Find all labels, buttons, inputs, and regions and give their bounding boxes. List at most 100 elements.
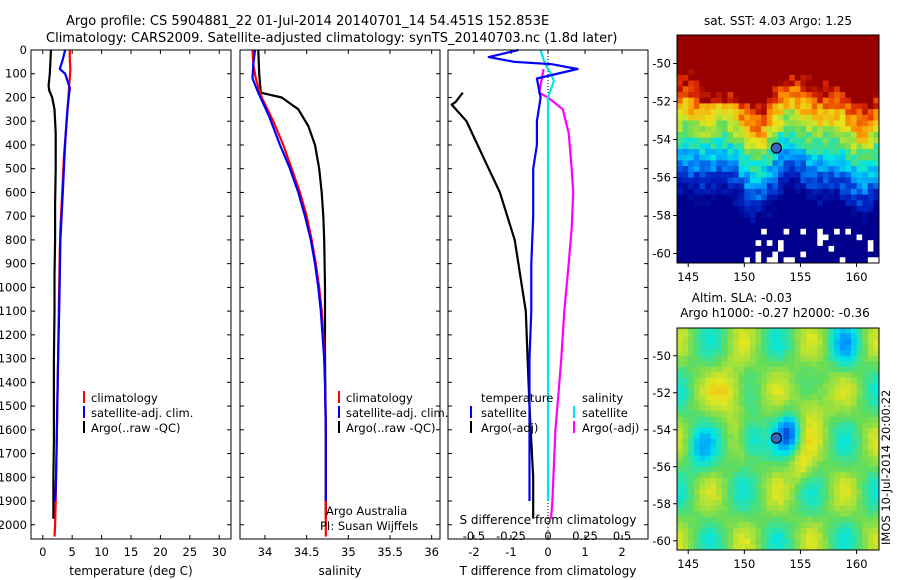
heatmap-cell: [766, 466, 773, 473]
heatmap-cell: [794, 143, 802, 150]
heatmap-cell: [705, 103, 712, 110]
heatmap-cell: [766, 483, 773, 490]
heatmap-cell: [677, 444, 684, 451]
heatmap-cell: [699, 350, 706, 357]
heatmap-cell: [834, 217, 841, 224]
heatmap-cell: [682, 488, 689, 496]
heatmap-cell: [806, 394, 813, 401]
heatmap-cell: [766, 234, 773, 241]
heatmap-cell: [772, 477, 779, 484]
heatmap-cell: [862, 171, 869, 179]
heatmap-cell: [710, 400, 717, 407]
heatmap-cell: [693, 422, 701, 429]
heatmap-cell: [789, 166, 796, 173]
heatmap-cell: [856, 500, 863, 507]
heatmap-cell: [822, 366, 830, 373]
heatmap-cell: [727, 109, 734, 116]
heatmap-cell: [727, 333, 734, 340]
heatmap-cell: [806, 194, 813, 201]
heatmap-cell: [699, 46, 706, 53]
heatmap-cell: [749, 328, 757, 335]
heatmap-cell: [772, 46, 779, 53]
heatmap-cell: [710, 522, 717, 529]
heatmap-cell: [800, 206, 807, 213]
heatmap-cell: [693, 344, 701, 351]
heatmap-cell: [677, 234, 684, 241]
heatmap-cell: [761, 257, 768, 263]
heatmap-cell: [800, 350, 807, 357]
heatmap-cell: [705, 126, 712, 133]
heatmap-cell: [699, 80, 706, 87]
heatmap-cell: [761, 131, 768, 139]
heatmap-cell: [727, 361, 734, 368]
heatmap-cell: [761, 522, 768, 529]
lon-tick-label: 150: [733, 270, 755, 284]
heatmap-cell: [806, 188, 813, 196]
heatmap-cell: [850, 120, 858, 127]
heatmap-cell: [800, 477, 807, 484]
heatmap-cell: [867, 444, 874, 451]
heatmap-cell: [817, 120, 824, 127]
heatmap-cell: [699, 483, 706, 490]
heatmap-cell: [862, 544, 869, 550]
heatmap-cell: [811, 344, 818, 351]
heatmap-cell: [710, 137, 717, 144]
heatmap-cell: [839, 109, 846, 116]
heatmap-cell: [873, 483, 879, 490]
heatmap-cell: [733, 46, 740, 53]
legend-label-t-satellite: satellite: [481, 406, 527, 420]
heatmap-cell: [845, 206, 852, 213]
heatmap-cell: [789, 143, 796, 150]
heatmap-cell: [778, 411, 785, 418]
heatmap-cell: [749, 257, 757, 263]
heatmap-cell: [710, 483, 717, 490]
heatmap-cell: [839, 57, 846, 65]
heatmap-cell: [850, 394, 858, 401]
heatmap-cell: [845, 211, 852, 218]
heatmap-cell: [789, 183, 796, 190]
heatmap-cell: [710, 114, 717, 122]
heatmap-cell: [862, 328, 869, 335]
heatmap-cell: [721, 350, 729, 357]
heatmap-cell: [794, 544, 802, 550]
heatmap-cell: [845, 80, 852, 87]
heatmap-cell: [817, 439, 824, 446]
heatmap-cell: [755, 40, 762, 47]
heatmap-cell: [727, 223, 734, 230]
heatmap-cell: [710, 394, 717, 401]
heatmap-cell: [834, 40, 841, 47]
heatmap-cell: [783, 372, 790, 379]
heatmap-cell: [856, 40, 863, 47]
heatmap-cell: [755, 411, 762, 418]
heatmap-cell: [839, 444, 846, 451]
heatmap-cell: [856, 188, 863, 196]
heatmap-cell: [800, 339, 807, 346]
heatmap-cell: [738, 439, 745, 446]
heatmap-cell: [794, 472, 802, 479]
heatmap-cell: [839, 194, 846, 201]
heatmap-cell: [733, 355, 740, 362]
heatmap-cell: [688, 114, 695, 122]
heatmap-cell: [778, 466, 785, 473]
heatmap-cell: [862, 383, 869, 390]
heatmap-cell: [867, 383, 874, 390]
x-tick-label: 0: [544, 545, 551, 559]
difference-x-axis: -2 -1 0 1 2: [468, 50, 626, 559]
heatmap-cell: [677, 97, 684, 104]
lat-tick-label: -58: [652, 497, 671, 511]
heatmap-cell: [789, 103, 796, 110]
heatmap-cell: [772, 511, 779, 518]
depth-tick-label: 300: [5, 114, 27, 128]
heatmap-cell: [682, 466, 689, 473]
heatmap-cell: [822, 251, 830, 258]
heatmap-cell: [727, 483, 734, 490]
heatmap-cell: [778, 366, 785, 373]
heatmap-cell: [705, 183, 712, 190]
heatmap-cell: [862, 154, 869, 161]
heatmap-cell: [800, 194, 807, 201]
heatmap-cell: [733, 223, 740, 230]
heatmap-cell: [682, 328, 689, 335]
heatmap-cell: [716, 74, 723, 82]
heatmap-cell: [744, 516, 751, 523]
heatmap-cell: [744, 97, 751, 104]
